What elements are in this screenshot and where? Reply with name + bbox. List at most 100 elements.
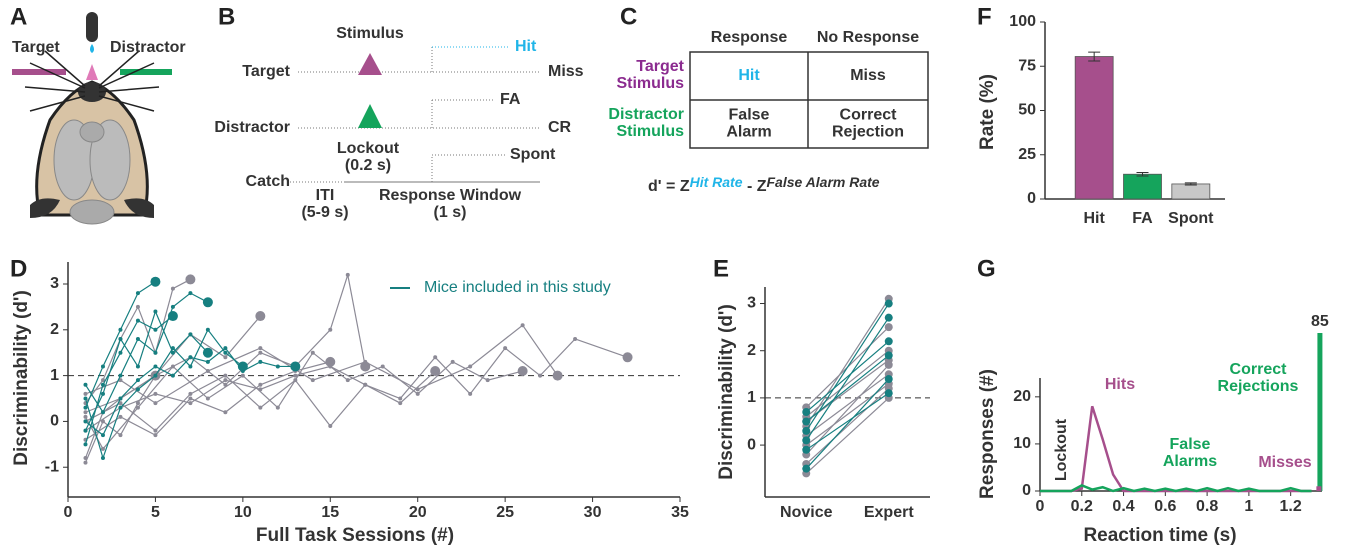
- session-point: [205, 396, 210, 401]
- x-tick-label: 0.4: [1112, 498, 1134, 515]
- session-point: [223, 373, 228, 378]
- session-point: [100, 419, 105, 424]
- pair-line: [805, 298, 890, 427]
- mouse-line: [84, 309, 209, 431]
- session-point: [290, 361, 301, 372]
- pair-point: [884, 360, 893, 369]
- pair-line: [805, 373, 890, 437]
- session-point: [258, 405, 263, 410]
- session-point: [202, 297, 213, 308]
- session-point: [83, 410, 88, 415]
- session-point: [345, 272, 350, 277]
- x-tick-label: 30: [584, 504, 602, 521]
- session-point: [83, 419, 88, 424]
- pair-line: [805, 303, 890, 432]
- session-point: [188, 401, 193, 406]
- session-point: [83, 382, 88, 387]
- pair-point: [884, 313, 893, 322]
- pair-line: [805, 317, 890, 441]
- session-point: [153, 327, 158, 332]
- y-tick-label: 2: [747, 342, 756, 359]
- session-point: [150, 276, 161, 287]
- session-point: [83, 405, 88, 410]
- session-point: [153, 433, 158, 438]
- x-tick-label: 15: [321, 504, 339, 521]
- window-label: (1 s): [434, 204, 467, 221]
- series-label: Misses: [1258, 454, 1311, 471]
- session-point: [205, 327, 210, 332]
- pair-line: [805, 340, 890, 413]
- session-point: [538, 373, 543, 378]
- distractor-label: Distractor: [110, 39, 186, 56]
- table-cell: Miss: [850, 67, 886, 84]
- session-point: [258, 382, 263, 387]
- stimulus-label: Stimulus: [336, 25, 404, 42]
- pair-point: [884, 389, 893, 398]
- session-point: [153, 391, 158, 396]
- session-point: [135, 318, 140, 323]
- iti-label: ITI: [316, 187, 335, 204]
- mouse-line: [84, 315, 174, 445]
- session-point: [325, 356, 336, 367]
- session-point: [398, 396, 403, 401]
- session-point: [223, 410, 228, 415]
- x-tick-label: 0: [1036, 498, 1045, 515]
- session-point: [100, 378, 105, 383]
- session-point: [185, 274, 196, 285]
- y-tick-label: 10: [1013, 435, 1031, 452]
- session-point: [293, 373, 298, 378]
- session-point: [153, 309, 158, 314]
- session-point: [188, 364, 193, 369]
- panel-letter: F: [977, 3, 992, 30]
- y-tick-label: 0: [50, 413, 59, 430]
- panel-letter: E: [713, 255, 729, 282]
- end-bar: [1317, 333, 1323, 492]
- session-point: [293, 378, 298, 383]
- error-bar: [1184, 182, 1197, 186]
- y-tick-label: 1: [747, 389, 756, 406]
- session-point: [188, 391, 193, 396]
- value-label: 85: [1311, 313, 1329, 330]
- annotation: Lockout: [1053, 418, 1070, 481]
- pair-line: [805, 388, 890, 465]
- x-tick-label: 1: [1244, 498, 1253, 515]
- lockout-label: Lockout: [337, 140, 400, 157]
- error-bar: [1088, 51, 1101, 62]
- session-point: [468, 391, 473, 396]
- x-tick-label: 35: [671, 504, 689, 521]
- session-point: [433, 355, 438, 360]
- y-tick-label: 75: [1018, 57, 1036, 74]
- row-header: Stimulus: [616, 123, 684, 140]
- session-point: [170, 346, 175, 351]
- session-point: [328, 423, 333, 428]
- pair-line: [805, 359, 890, 422]
- bar: [1123, 173, 1162, 200]
- session-point: [223, 355, 228, 360]
- session-point: [573, 336, 578, 341]
- y-tick-label: 3: [50, 275, 59, 292]
- bar: [1074, 56, 1114, 200]
- session-point: [310, 350, 315, 355]
- y-tick-label: 0: [1027, 190, 1036, 207]
- end-bar: [1316, 486, 1322, 491]
- session-point: [83, 414, 88, 419]
- window-label: Response Window: [379, 187, 522, 204]
- y-axis-label: Responses (#): [977, 369, 998, 499]
- pair-line: [805, 392, 890, 451]
- error-bar: [1136, 171, 1149, 177]
- pair-line: [805, 350, 890, 418]
- x-tick-label: 0.8: [1196, 498, 1218, 515]
- target-label: Target: [12, 39, 60, 56]
- table-cell: Rejection: [832, 124, 904, 141]
- pair-point: [884, 299, 893, 308]
- session-point: [520, 323, 525, 328]
- session-point: [135, 405, 140, 410]
- response-line: [1040, 483, 1312, 493]
- session-point: [275, 405, 280, 410]
- session-point: [485, 378, 490, 383]
- pair-point: [884, 375, 893, 384]
- outcome-table: [689, 51, 929, 149]
- session-point: [552, 370, 563, 381]
- session-point: [503, 346, 508, 351]
